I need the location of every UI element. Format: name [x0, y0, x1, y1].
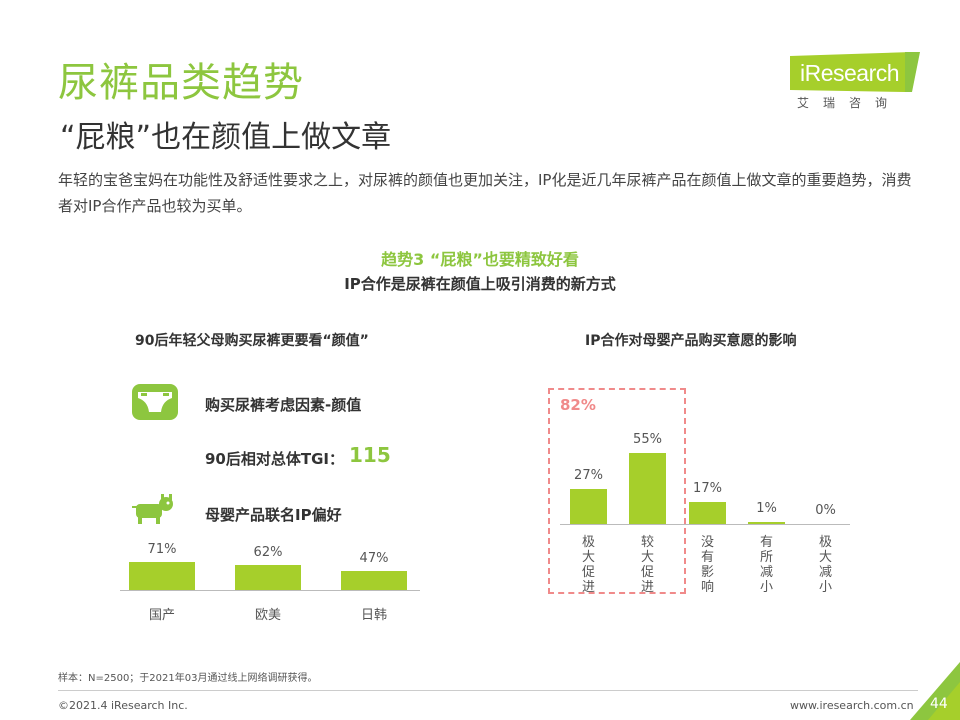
bar-1 [129, 561, 195, 590]
category-label: 日韩 [360, 608, 387, 623]
tgi-value: 115 [349, 443, 391, 467]
bar-3 [689, 501, 726, 524]
bar-value-label: 47% [359, 551, 389, 567]
right-section-title: IP合作对母婴产品购买意愿的影响 [585, 333, 797, 349]
category-label: 极大减小 [818, 535, 832, 595]
iresearch-logo [790, 52, 920, 92]
ip-pref-label: 母婴产品联名IP偏好 [205, 506, 342, 524]
cow-icon [132, 494, 173, 524]
bar-value-label: 0% [815, 503, 836, 518]
trend-subtitle: IP合作是尿裤在颜值上吸引消费的新方式 [344, 275, 616, 293]
corner-triangle [910, 662, 960, 720]
category-label: 有所减小 [759, 535, 773, 595]
logo-subtext: 艾瑞咨询 [797, 96, 902, 110]
diaper-icon [132, 384, 178, 420]
footer-divider [58, 690, 918, 691]
category-label: 欧美 [254, 608, 281, 623]
tgi-label: 90后相对总体TGI： [205, 450, 344, 468]
bar-value-label: 71% [147, 541, 177, 557]
category-label: 没有影响 [700, 535, 714, 595]
page-number: 44 [930, 696, 948, 712]
bar-value-label: 17% [693, 480, 722, 496]
highlight-box [548, 388, 686, 594]
x-axis-line [120, 590, 420, 591]
footer-url[interactable]: www.iresearch.com.cn [790, 699, 914, 712]
bar-value-label: 1% [756, 501, 777, 516]
highlight-value: 82% [560, 396, 596, 414]
bar-4 [748, 522, 785, 524]
copyright: ©2021.4 iResearch Inc. [58, 699, 188, 712]
category-label: 国产 [148, 608, 175, 623]
page-subtitle: “屁粮”也在颜值上做文章 [60, 120, 392, 155]
logo-text: iResearch [800, 60, 900, 86]
page-title: 尿裤品类趋势 [58, 60, 304, 106]
factor-label: 购买尿裤考虑因素-颜值 [205, 396, 362, 414]
trend-title: 趋势3 “屁粮”也要精致好看 [381, 250, 579, 269]
bar-2 [235, 565, 301, 590]
sample-note: 样本：N=2500；于2021年03月通过线上网络调研获得。 [58, 673, 318, 684]
intro-text: 年轻的宝爸宝妈在功能性及舒适性要求之上，对尿裤的颜值也更加关注，IP化是近几年尿… [58, 171, 912, 215]
left-section-title: 90后年轻父母购买尿裤更要看“颜值” [135, 333, 369, 349]
bar-value-label: 62% [253, 545, 283, 561]
bar-3 [341, 571, 407, 590]
